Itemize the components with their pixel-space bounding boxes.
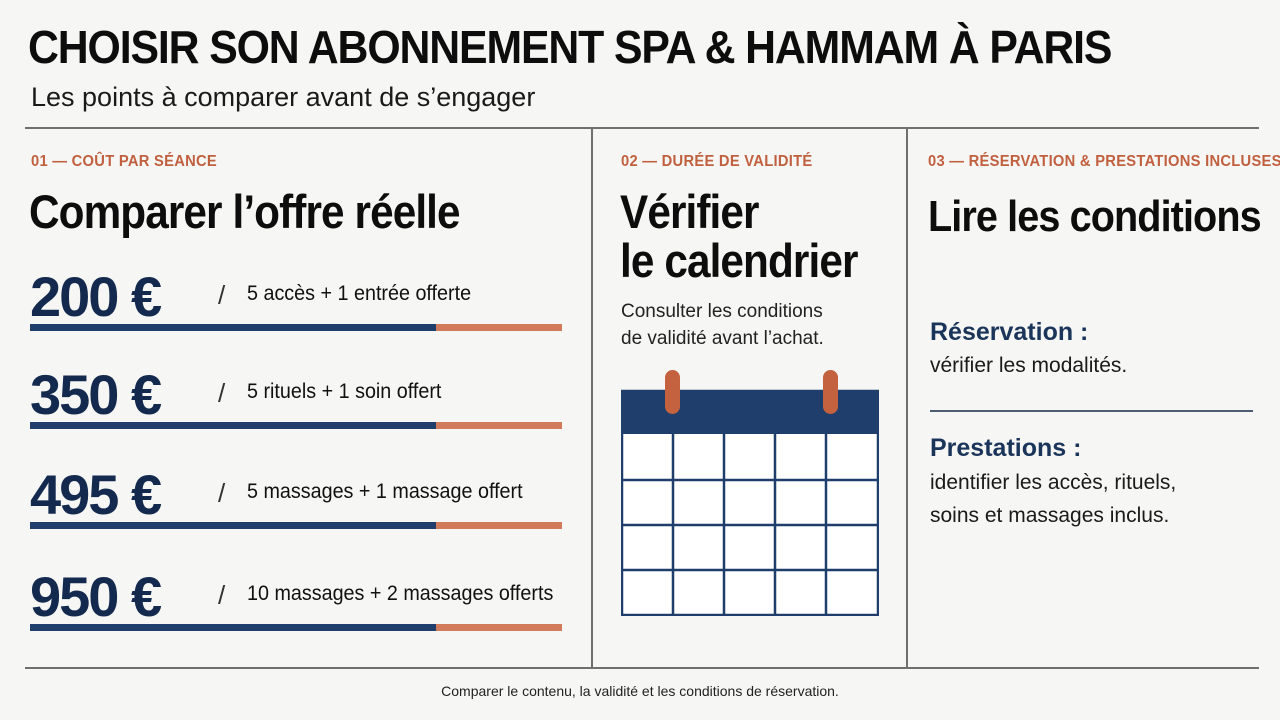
conditions-kicker: 03 — RÉSERVATION & PRESTATIONS INCLUSES [928, 153, 1280, 170]
validity-kicker: 02 — DURÉE DE VALIDITÉ [621, 153, 813, 170]
offer-price: 200 € [30, 265, 162, 328]
top-divider [25, 127, 1259, 129]
offer-description: 5 rituels + 1 soin offert [247, 380, 442, 403]
cost-title: Comparer l’offre réelle [29, 185, 461, 238]
prestations-text-line-2: soins et massages inclus. [930, 504, 1170, 527]
offer-row: 950 € / 10 massages + 2 massages offerts [30, 564, 570, 644]
offer-bar [30, 522, 562, 529]
reservation-text: vérifier les modalités. [930, 354, 1128, 377]
reservation-heading: Réservation : [930, 318, 1089, 346]
offer-row: 200 € / 5 accès + 1 entrée offerte [30, 264, 570, 344]
offer-bar [30, 324, 562, 331]
offer-bar [30, 624, 562, 631]
cost-kicker: 01 — COÛT PAR SÉANCE [31, 153, 218, 170]
page-title: CHOISIR SON ABONNEMENT SPA & HAMMAM À PA… [28, 21, 1112, 73]
offer-price: 350 € [30, 363, 162, 426]
column-divider-1 [591, 128, 593, 668]
offer-price: 495 € [30, 463, 162, 526]
calendar-icon [621, 370, 879, 616]
offer-description: 5 massages + 1 massage offert [247, 480, 523, 503]
offer-separator: / [218, 478, 226, 508]
offer-description: 5 accès + 1 entrée offerte [247, 282, 472, 305]
offer-bar [30, 422, 562, 429]
offer-description: 10 massages + 2 massages offerts [247, 582, 554, 605]
offer-separator: / [218, 280, 226, 310]
validity-title-line-2: le calendrier [620, 234, 858, 287]
prestations-heading: Prestations : [930, 434, 1082, 462]
validity-title-line-1: Vérifier [620, 185, 759, 238]
bottom-divider [25, 667, 1259, 669]
page-subtitle: Les points à comparer avant de s’engager [31, 82, 536, 112]
offer-separator: / [218, 580, 226, 610]
footer-note: Comparer le contenu, la validité et les … [441, 683, 839, 699]
conditions-title: Lire les conditions [928, 192, 1262, 241]
validity-description-line-2: de validité avant l’achat. [621, 328, 824, 349]
offer-row: 350 € / 5 rituels + 1 soin offert [30, 362, 570, 442]
prestations-text-line-1: identifier les accès, rituels, [930, 471, 1177, 494]
validity-description-line-1: Consulter les conditions [621, 301, 823, 322]
validity-description: Consulter les conditions de validité ava… [621, 298, 824, 352]
conditions-divider [930, 410, 1253, 412]
column-divider-2 [906, 128, 908, 668]
offer-price: 950 € [30, 565, 162, 628]
offer-separator: / [218, 378, 226, 408]
offer-row: 495 € / 5 massages + 1 massage offert [30, 462, 570, 542]
